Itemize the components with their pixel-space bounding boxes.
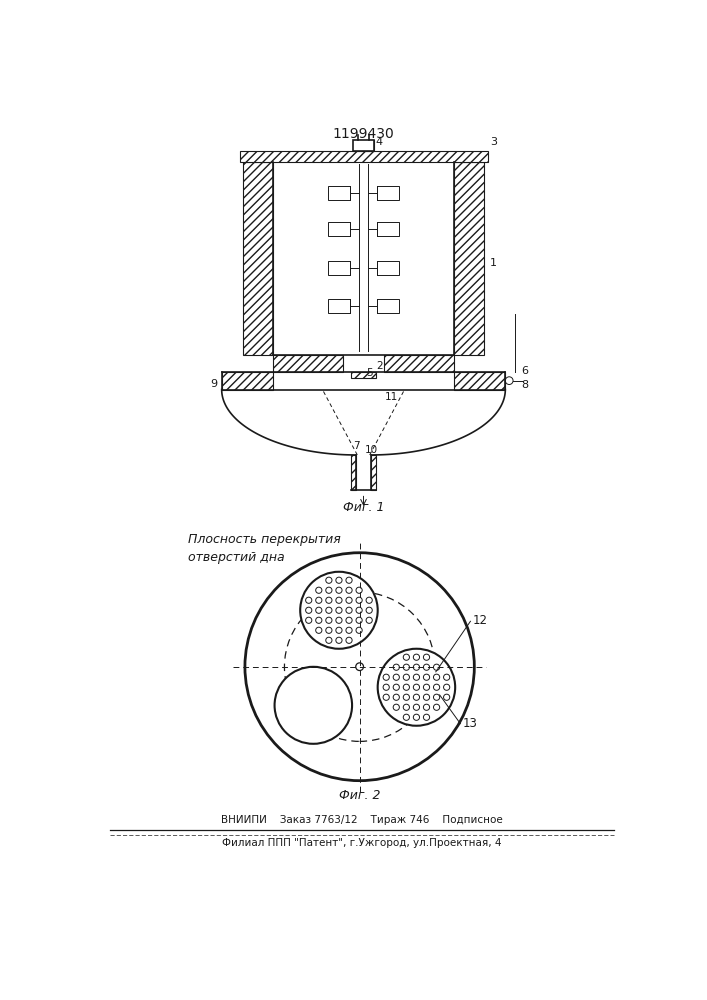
Text: 8: 8 [521,380,528,390]
Circle shape [245,553,474,781]
Text: Плосность перекрытия
отверстий дна: Плосность перекрытия отверстий дна [187,533,340,564]
Text: 7: 7 [353,441,359,451]
Bar [378,186,399,200]
Bar [328,261,349,275]
Text: 12: 12 [473,614,488,627]
Text: 5: 5 [367,368,373,378]
Polygon shape [273,355,344,372]
Text: 4: 4 [376,137,383,147]
Text: Филиал ППП "Патент", г.Ужгород, ул.Проектная, 4: Филиал ППП "Патент", г.Ужгород, ул.Проек… [222,838,502,848]
Bar [351,372,376,378]
Bar [351,455,356,490]
Bar [371,455,376,490]
Bar [378,261,399,275]
Text: 10: 10 [365,445,378,455]
Bar [353,140,374,151]
Text: 11: 11 [385,392,399,402]
Text: 6: 6 [521,366,528,376]
Circle shape [506,377,513,384]
Circle shape [378,649,455,726]
Circle shape [274,667,352,744]
Bar [328,299,349,313]
Bar [378,299,399,313]
Text: 1: 1 [490,258,497,268]
Bar [454,372,506,389]
Text: 9: 9 [210,379,217,389]
Bar [328,186,349,200]
Bar [378,222,399,236]
Circle shape [300,572,378,649]
Bar [240,151,488,162]
Text: 2: 2 [376,361,382,371]
Text: 13: 13 [462,717,477,730]
Polygon shape [384,355,454,372]
Bar [222,372,273,389]
Text: Фиг. 1: Фиг. 1 [343,501,384,514]
Text: 3: 3 [490,137,497,147]
Bar [454,162,484,355]
Text: Фиг. 2: Фиг. 2 [339,789,380,802]
Circle shape [356,663,363,671]
Bar [243,162,273,355]
Text: ВНИИПИ    Заказ 7763/12    Тираж 746    Подписное: ВНИИПИ Заказ 7763/12 Тираж 746 Подписное [221,815,503,825]
Bar [353,140,374,151]
Bar [328,222,349,236]
Text: 1199430: 1199430 [332,127,395,141]
